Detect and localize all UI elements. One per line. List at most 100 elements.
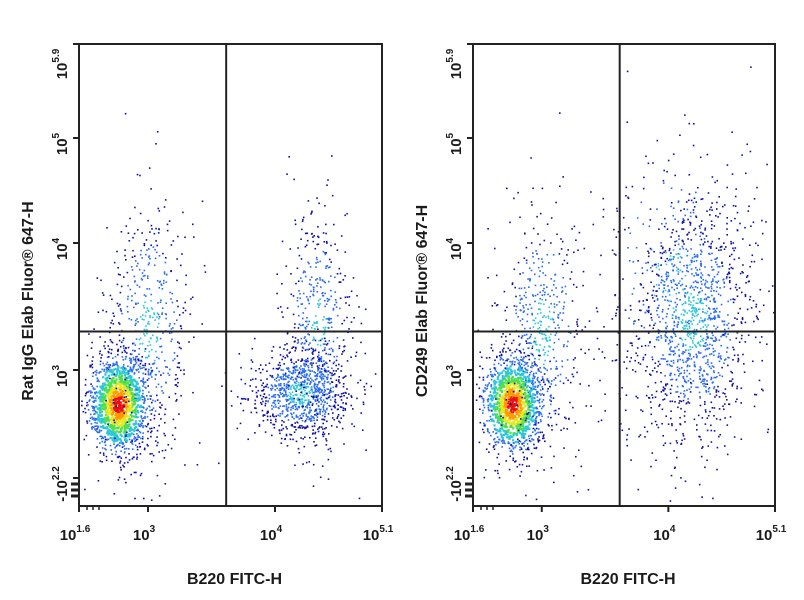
event-point bbox=[128, 404, 131, 407]
event-point bbox=[240, 402, 242, 405]
event-point bbox=[330, 425, 333, 427]
event-point bbox=[116, 370, 119, 373]
event-point bbox=[542, 379, 545, 381]
event-point bbox=[104, 444, 107, 446]
event-point bbox=[568, 418, 570, 420]
event-point bbox=[520, 409, 523, 413]
event-point bbox=[288, 391, 291, 394]
event-point bbox=[509, 392, 512, 395]
event-point bbox=[320, 403, 323, 405]
event-point bbox=[286, 445, 289, 447]
event-point bbox=[96, 431, 99, 434]
event-point bbox=[319, 397, 322, 400]
event-point bbox=[153, 312, 155, 314]
event-point bbox=[536, 391, 538, 394]
event-point bbox=[548, 310, 551, 313]
event-point bbox=[493, 445, 495, 447]
event-point bbox=[340, 417, 342, 419]
event-point bbox=[343, 394, 345, 397]
event-point bbox=[339, 297, 342, 300]
event-point bbox=[168, 332, 171, 334]
event-point bbox=[270, 419, 272, 421]
event-point bbox=[328, 404, 330, 407]
event-point bbox=[525, 425, 528, 428]
event-point bbox=[314, 399, 317, 402]
event-point bbox=[517, 380, 520, 383]
event-point bbox=[102, 404, 105, 407]
event-point bbox=[291, 416, 294, 418]
event-point bbox=[683, 264, 685, 267]
event-point bbox=[165, 317, 167, 320]
event-point bbox=[261, 384, 263, 387]
event-point bbox=[535, 407, 538, 410]
event-point bbox=[201, 323, 203, 325]
event-point bbox=[164, 421, 166, 424]
event-point bbox=[499, 385, 502, 388]
event-point bbox=[283, 388, 285, 390]
event-point bbox=[123, 478, 126, 480]
event-point bbox=[171, 434, 174, 437]
event-point bbox=[106, 431, 109, 435]
event-point bbox=[637, 260, 639, 262]
event-point bbox=[113, 407, 116, 410]
event-point bbox=[500, 414, 504, 418]
event-point bbox=[311, 364, 313, 366]
event-point bbox=[294, 388, 297, 390]
event-point bbox=[119, 460, 122, 462]
event-point bbox=[526, 386, 529, 389]
event-point bbox=[135, 338, 138, 340]
event-point bbox=[98, 406, 101, 410]
event-point bbox=[189, 313, 192, 315]
event-point bbox=[116, 394, 119, 397]
event-point bbox=[502, 333, 504, 335]
event-point bbox=[495, 381, 498, 384]
event-point bbox=[321, 414, 324, 417]
event-point bbox=[193, 336, 195, 339]
event-point bbox=[526, 457, 528, 459]
event-point bbox=[311, 390, 314, 393]
event-point bbox=[486, 387, 489, 390]
event-point bbox=[288, 374, 290, 377]
event-point bbox=[112, 410, 115, 413]
event-point bbox=[110, 322, 112, 324]
event-point bbox=[510, 371, 513, 374]
event-point bbox=[148, 323, 151, 325]
event-point bbox=[331, 349, 334, 351]
event-point bbox=[289, 378, 292, 380]
event-point bbox=[515, 419, 518, 422]
event-point bbox=[145, 239, 148, 241]
event-point bbox=[111, 420, 114, 423]
event-point bbox=[538, 428, 540, 430]
event-point bbox=[324, 389, 327, 392]
event-point bbox=[295, 440, 298, 443]
event-point bbox=[335, 385, 337, 388]
event-point bbox=[601, 351, 604, 353]
event-point bbox=[334, 243, 336, 245]
event-point bbox=[94, 421, 96, 424]
event-point bbox=[485, 388, 488, 390]
event-point bbox=[550, 217, 553, 219]
event-point bbox=[298, 254, 301, 257]
event-point bbox=[319, 260, 321, 263]
event-point bbox=[123, 387, 126, 390]
event-point bbox=[522, 432, 525, 435]
event-point bbox=[164, 261, 167, 264]
event-point bbox=[113, 379, 116, 382]
y-tick-label: 105.9 bbox=[51, 48, 71, 79]
event-point bbox=[518, 382, 521, 385]
event-point bbox=[322, 333, 325, 336]
event-point bbox=[514, 446, 516, 449]
event-point bbox=[146, 288, 148, 290]
event-point bbox=[138, 347, 141, 350]
event-point bbox=[290, 399, 293, 401]
event-point bbox=[488, 443, 491, 445]
event-point bbox=[326, 184, 328, 186]
event-point bbox=[303, 379, 306, 382]
event-point bbox=[520, 386, 523, 388]
event-point bbox=[111, 390, 114, 393]
event-point bbox=[545, 336, 548, 339]
event-point bbox=[496, 401, 499, 404]
event-point bbox=[177, 341, 179, 343]
event-point bbox=[332, 307, 335, 310]
event-point bbox=[539, 419, 542, 421]
